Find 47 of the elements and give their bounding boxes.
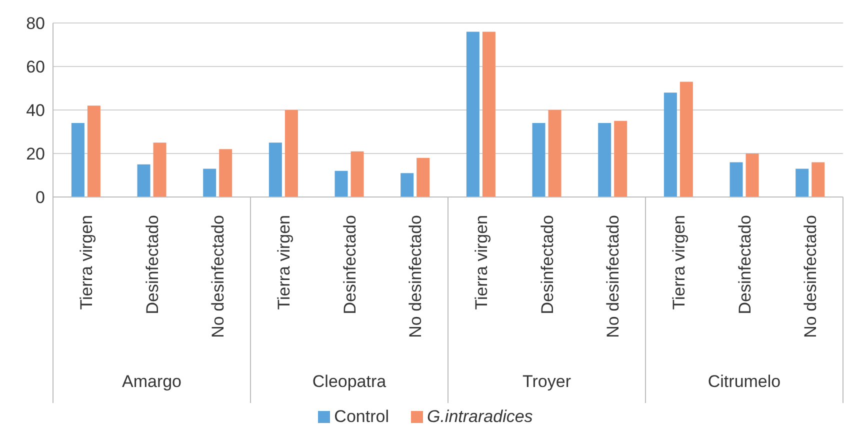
- bar: [334, 170, 348, 197]
- x-tick-label: Tierra virgen: [76, 215, 96, 310]
- text: Cleopatra: [312, 372, 387, 391]
- bar: [268, 142, 282, 197]
- x-tick-label: Tierra virgen: [274, 215, 294, 310]
- bar: [400, 173, 414, 197]
- bar: [203, 168, 216, 197]
- bar: [219, 149, 232, 197]
- bar: [416, 158, 430, 197]
- bar: [137, 164, 150, 197]
- text: Citrumelo: [708, 372, 781, 391]
- legend-label: Control: [334, 407, 389, 427]
- legend-label: G.intraradices: [426, 407, 533, 427]
- bar: [680, 82, 693, 197]
- x-tick-label: Desinfectado: [142, 215, 162, 314]
- bar: [548, 110, 562, 197]
- x-tick-label: Tierra virgen: [669, 215, 688, 310]
- x-tick-label: No desinfectado: [604, 215, 623, 338]
- x-tick-label: Desinfectado: [538, 215, 557, 314]
- bar: [796, 168, 809, 197]
- bar: [482, 32, 496, 197]
- x-tick-label: Desinfectado: [735, 215, 754, 314]
- x-tick-label: No desinfectado: [801, 215, 820, 338]
- y-tick-label: 80: [26, 14, 45, 34]
- bar: [284, 110, 298, 197]
- x-tick-label: No desinfectado: [406, 215, 426, 338]
- bar: [466, 32, 480, 197]
- bar: [664, 92, 677, 197]
- y-tick-label: 20: [26, 144, 45, 164]
- x-tick-label: No desinfectado: [208, 215, 228, 338]
- bar: [812, 162, 825, 197]
- bar: [350, 151, 364, 197]
- bar: [614, 120, 628, 197]
- x-tick-label: Tierra virgen: [472, 215, 491, 310]
- bar: [71, 123, 84, 197]
- bar: [598, 123, 612, 197]
- y-tick-label: 0: [36, 188, 45, 208]
- bar: [532, 123, 546, 197]
- text: Troyer: [522, 372, 572, 391]
- bar: [730, 162, 743, 197]
- bar: [87, 106, 100, 197]
- bar: [746, 154, 759, 197]
- y-tick-label: 60: [26, 58, 45, 77]
- bar: [153, 142, 166, 197]
- x-tick-label: Desinfectado: [340, 215, 360, 314]
- text: Amargo: [122, 372, 182, 391]
- y-tick-label: 40: [26, 101, 45, 120]
